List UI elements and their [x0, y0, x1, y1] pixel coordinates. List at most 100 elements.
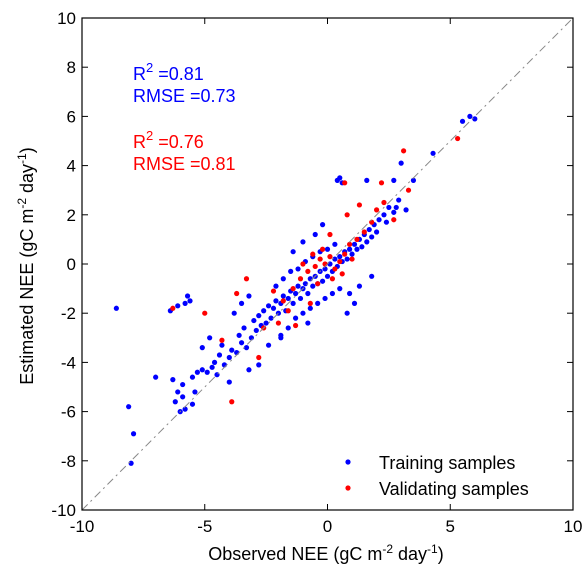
data-point [226, 379, 232, 385]
data-point [199, 345, 205, 351]
data-point [403, 207, 409, 213]
y-tick-label: 0 [67, 255, 76, 274]
data-point [251, 317, 257, 324]
data-point [327, 231, 333, 238]
data-point [356, 202, 363, 208]
data-point [241, 325, 247, 331]
data-point [327, 254, 333, 260]
data-point [369, 273, 375, 279]
data-point [253, 327, 259, 334]
data-point [270, 305, 277, 311]
data-point [381, 199, 387, 206]
data-point [315, 300, 321, 306]
data-point [290, 300, 296, 306]
data-point [280, 276, 286, 282]
legend-marker-validating [345, 485, 351, 491]
data-point [344, 310, 350, 316]
x-axis: -10 -5 0 5 10 [70, 18, 582, 536]
data-point [153, 374, 159, 380]
data-point [113, 305, 119, 311]
data-point [391, 177, 397, 183]
data-point [285, 308, 291, 314]
y-tick-label: 2 [67, 206, 76, 225]
data-point [229, 347, 235, 353]
one-to-one-line [81, 17, 574, 511]
data-point [180, 394, 186, 400]
y-tick-label: 8 [67, 58, 76, 77]
data-point [211, 359, 218, 365]
data-point [305, 320, 311, 326]
y-tick-label: 10 [57, 9, 76, 28]
data-point [219, 342, 225, 348]
data-point [292, 315, 299, 321]
data-point [261, 308, 267, 314]
data-point [324, 273, 331, 279]
data-point [364, 239, 370, 245]
validating-rmse-label: RMSE =0.81 [133, 154, 236, 174]
x-tick-label: -5 [197, 517, 212, 536]
data-point [346, 290, 353, 297]
data-point [238, 300, 245, 306]
data-point [229, 399, 235, 405]
data-point [329, 290, 336, 297]
data-point [351, 300, 358, 306]
y-tick-label: -10 [51, 501, 76, 520]
y-tick-label: 6 [67, 107, 76, 126]
data-point [386, 204, 392, 211]
data-point [396, 197, 402, 203]
y-tick-label: -2 [61, 304, 76, 323]
data-point [275, 320, 281, 326]
data-point [130, 431, 137, 437]
data-point [192, 389, 198, 395]
data-point [256, 313, 262, 319]
data-point [349, 256, 355, 262]
data-point [374, 207, 380, 213]
y-tick-label: 4 [67, 157, 76, 176]
y-tick-label: -6 [61, 403, 76, 422]
data-point [342, 180, 348, 186]
data-point [297, 295, 304, 302]
data-point [324, 246, 331, 252]
data-point [204, 369, 210, 375]
data-point [246, 367, 252, 373]
data-point [202, 310, 208, 316]
data-point [381, 212, 387, 218]
data-point [307, 305, 313, 311]
data-point [297, 276, 304, 282]
data-point [234, 290, 240, 297]
data-point [378, 180, 385, 186]
data-point [315, 281, 321, 287]
data-point [268, 315, 274, 321]
training-rmse-label: RMSE =0.73 [133, 86, 236, 106]
data-point [175, 303, 181, 309]
data-point [319, 222, 326, 228]
data-point [243, 345, 250, 351]
data-point [226, 354, 232, 361]
data-point [126, 404, 132, 410]
data-point [219, 337, 225, 343]
data-point [317, 256, 323, 262]
data-point [273, 283, 279, 289]
y-axis: -10 -8 -6 -4 -2 0 2 4 6 8 10 [51, 9, 573, 520]
data-point [285, 325, 291, 331]
series-validating [170, 135, 461, 405]
data-point [472, 116, 478, 122]
data-point [209, 364, 215, 370]
y-tick-label: -8 [61, 452, 76, 471]
data-point [246, 293, 252, 299]
data-point [280, 298, 286, 304]
data-point [278, 335, 284, 341]
data-point [300, 261, 306, 267]
data-point [295, 266, 301, 272]
data-point [332, 241, 338, 247]
data-point [187, 298, 193, 304]
data-point [354, 236, 360, 242]
data-point [290, 286, 296, 292]
data-point [376, 217, 382, 223]
data-point [351, 241, 358, 247]
data-point [305, 268, 311, 274]
data-point [295, 283, 301, 289]
data-point [180, 381, 186, 388]
x-tick-label: 5 [446, 517, 455, 536]
data-point [332, 266, 338, 272]
